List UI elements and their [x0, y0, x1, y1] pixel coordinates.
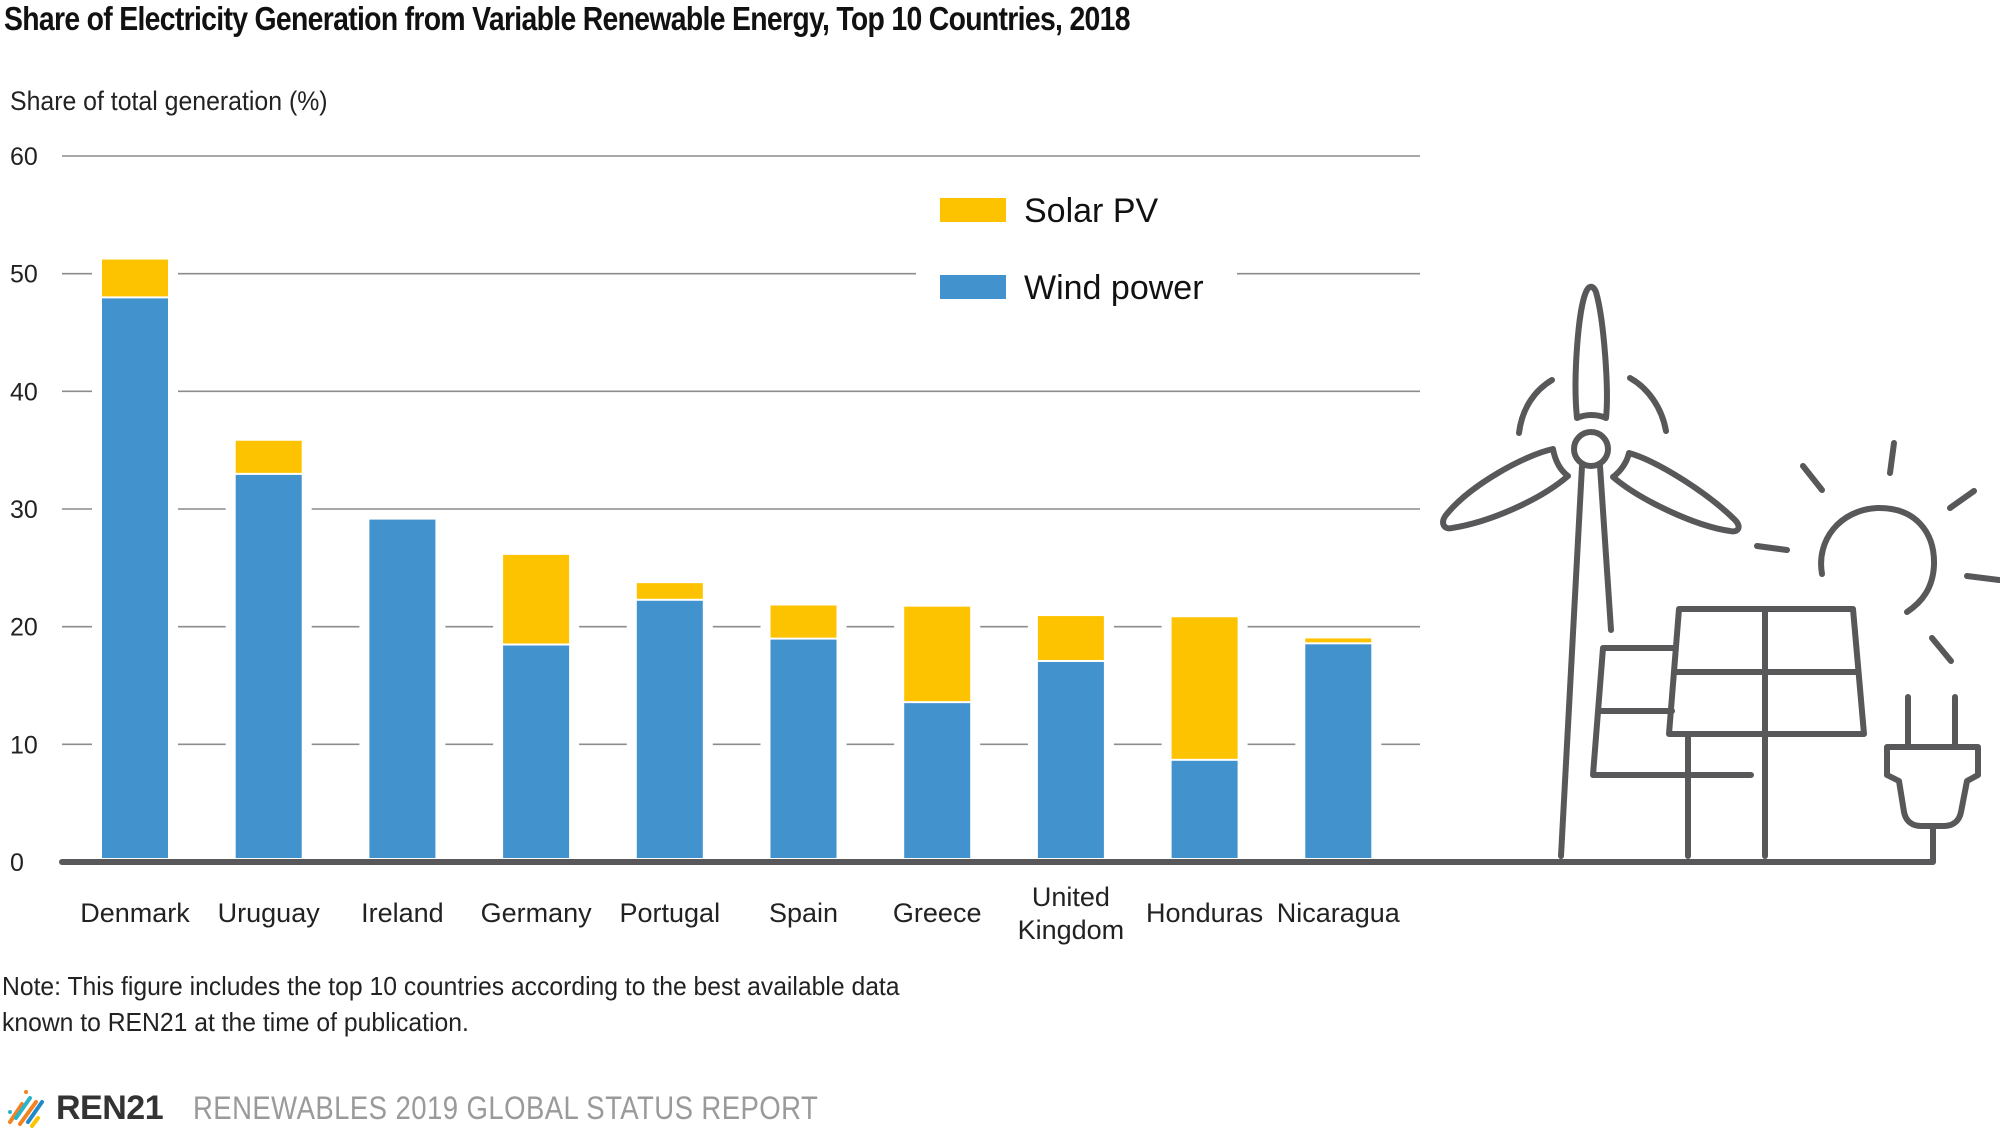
- x-tick-label: United Kingdom: [1018, 882, 1125, 945]
- bars: [92, 257, 1382, 859]
- bar-wind-ireland: [369, 519, 436, 858]
- report-title: RENEWABLES 2019 GLOBAL STATUS REPORT: [193, 1089, 819, 1126]
- footer: REN21 RENEWABLES 2019 GLOBAL STATUS REPO…: [6, 1088, 920, 1128]
- legend-label: Wind power: [1024, 269, 1204, 307]
- legend-label: Solar PV: [1024, 192, 1158, 230]
- bar-wind-germany: [503, 645, 570, 858]
- note-line-1: Note: This figure includes the top 10 co…: [2, 971, 900, 1001]
- x-tick-label: Uruguay: [218, 898, 321, 928]
- y-tick-labels: 0 10 20 30 40 50 60: [10, 143, 38, 877]
- x-tick-label: Germany: [481, 898, 593, 928]
- x-tick-label: Portugal: [620, 898, 721, 928]
- bar-solar-honduras: [1171, 617, 1238, 759]
- bar-solar-uruguay: [235, 440, 302, 473]
- bar-wind-united-kingdom: [1037, 661, 1104, 858]
- legend-swatch-wind-power: [940, 275, 1006, 299]
- note-line-2: known to REN21 at the time of publicatio…: [2, 1007, 469, 1037]
- bar-solar-greece: [904, 606, 971, 702]
- y-tick-label: 40: [10, 378, 38, 406]
- y-tick-label: 30: [10, 496, 38, 524]
- bar-solar-denmark: [102, 259, 168, 297]
- bar-solar-germany: [503, 554, 570, 644]
- bar-wind-uruguay: [235, 474, 302, 858]
- ren21-logo-icon: [8, 1090, 44, 1128]
- bar-wind-portugal: [636, 600, 703, 858]
- bar-wind-denmark: [102, 298, 168, 858]
- y-tick-label: 0: [10, 849, 24, 877]
- power-plug-icon: [1417, 694, 1981, 865]
- y-tick-label: 10: [10, 731, 38, 759]
- bar-solar-united-kingdom: [1037, 616, 1104, 660]
- y-tick-label: 60: [10, 143, 38, 171]
- x-tick-label: Honduras: [1146, 898, 1263, 928]
- x-tick-label: Greece: [893, 898, 982, 928]
- bar-wind-honduras: [1171, 760, 1238, 858]
- legend-swatch-solar-pv: [940, 198, 1006, 222]
- x-tick-label: Nicaragua: [1277, 898, 1401, 928]
- ren21-logo-text: REN21: [56, 1088, 164, 1127]
- bar-solar-portugal: [636, 583, 703, 599]
- y-axis-label: Share of total generation (%): [10, 86, 328, 116]
- bar-wind-greece: [904, 703, 971, 858]
- y-tick-label: 20: [10, 614, 38, 642]
- x-tick-label: Denmark: [80, 898, 190, 928]
- sun-icon: [1754, 440, 2000, 664]
- bar-wind-nicaragua: [1305, 644, 1372, 858]
- legend: Solar PV Wind power: [940, 192, 1204, 307]
- note: Note: This figure includes the top 10 co…: [2, 968, 900, 1040]
- y-tick-label: 50: [10, 261, 38, 289]
- bar-wind-spain: [770, 639, 837, 858]
- wind-turbine-icon: [1440, 283, 1742, 859]
- chart-title: Share of Electricity Generation from Var…: [4, 0, 1131, 37]
- bar-solar-spain: [770, 605, 837, 638]
- x-tick-label: Spain: [769, 898, 838, 928]
- renewables-illustration: [1417, 283, 2000, 865]
- bar-solar-nicaragua: [1305, 638, 1372, 643]
- x-tick-label: Ireland: [361, 898, 444, 928]
- x-tick-labels: Denmark Uruguay Ireland Germany Portugal Spai…: [80, 882, 1401, 945]
- solar-panel-icon: [1590, 606, 1867, 859]
